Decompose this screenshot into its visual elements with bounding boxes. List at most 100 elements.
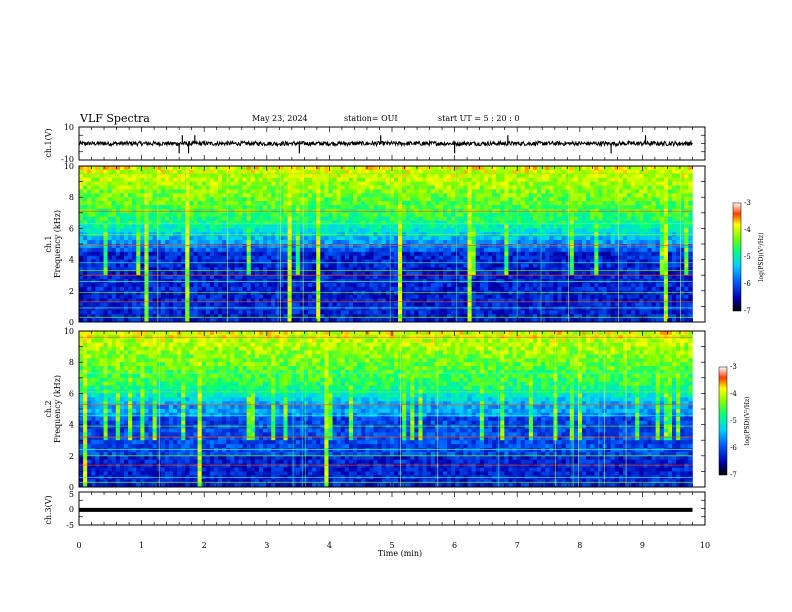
spectrogram-cell — [463, 255, 468, 260]
spectrogram-cell — [222, 173, 227, 178]
spectrogram-cell — [83, 240, 88, 245]
spectrogram-cell — [520, 212, 526, 217]
spectrogram-cell — [389, 240, 395, 245]
spectrogram-cell — [573, 236, 579, 241]
spectrogram-cell — [299, 169, 305, 175]
spectrogram-cell — [402, 302, 407, 307]
spectrogram-cell — [398, 251, 403, 256]
spectrogram-cell — [471, 275, 477, 280]
spectrogram-cell — [328, 189, 333, 194]
spectrogram-cell — [132, 286, 137, 292]
spectrogram-cell — [365, 275, 370, 280]
spectrogram-cell — [295, 267, 301, 272]
spectrogram-cell — [185, 173, 190, 178]
spectrogram-cell — [168, 228, 174, 233]
spectrogram-cell — [565, 212, 571, 217]
spectrogram-cell — [344, 318, 350, 323]
spectrogram-cell — [148, 240, 153, 245]
spectrogram-cell — [504, 247, 509, 253]
spectrogram-cell — [377, 247, 382, 253]
spectrogram-cell — [561, 177, 566, 182]
spectrogram-cell — [115, 259, 121, 264]
spectrogram-cell — [79, 298, 84, 303]
spectrogram-cell — [340, 271, 346, 276]
spectrogram-cell — [238, 220, 243, 225]
spectrogram-cell — [520, 166, 526, 171]
spectrogram-cell — [348, 240, 354, 245]
spectrogram-cell — [119, 185, 125, 190]
spectrogram-cell — [254, 283, 260, 288]
spectrogram-cell — [487, 181, 493, 186]
spectrogram-cell — [263, 267, 268, 272]
spectrogram-cell — [279, 177, 284, 182]
spectrogram-cell — [393, 290, 399, 295]
spectrogram-cell — [569, 255, 575, 260]
spectrogram-cell — [348, 298, 354, 303]
spectrogram-cell — [119, 236, 125, 241]
spectrogram-cell — [385, 201, 391, 206]
spectrogram-cell — [434, 251, 440, 256]
spectrogram-cell — [177, 267, 182, 272]
spectrogram-cell — [267, 263, 272, 268]
spectrogram-cell — [398, 244, 403, 249]
spectrogram-cell — [222, 166, 227, 171]
spectrogram-cell — [357, 169, 362, 175]
spectrogram-cell — [148, 201, 153, 206]
spectrogram-cell — [455, 166, 460, 171]
spectrogram-cell — [271, 263, 276, 268]
spectrogram-cell — [91, 247, 96, 253]
spectrogram-cell — [393, 181, 399, 186]
spectrogram-cell — [173, 271, 178, 276]
spectrogram-cell — [160, 255, 166, 260]
spectrogram-cell — [168, 259, 174, 264]
spectrogram-cell — [115, 267, 121, 272]
spectrogram-cell — [344, 271, 350, 276]
spectrogram-cell — [353, 173, 358, 178]
spectrogram-cell — [275, 306, 280, 311]
spectrogram-cell — [246, 177, 252, 182]
spectrogram-cell — [426, 286, 432, 292]
spectrogram-cell — [213, 275, 219, 280]
spectrogram-cell — [312, 177, 317, 182]
spectrogram-cell — [299, 201, 305, 206]
spectrogram-cell — [553, 290, 558, 295]
spectrogram-cell — [553, 228, 558, 233]
spectrogram-cell — [250, 193, 256, 198]
spectrogram-cell — [430, 216, 436, 221]
spectrogram-cell — [308, 205, 313, 210]
spectrogram-cell — [111, 251, 117, 256]
spectrogram-cell — [373, 173, 378, 178]
spectrogram-cell — [238, 263, 243, 268]
spectrogram-cell — [373, 263, 378, 268]
ch1-waveform-panel: 10 -10 ch.1(V) — [44, 123, 706, 164]
spectrogram-cell — [479, 201, 485, 206]
spectrogram-cell — [365, 228, 370, 233]
spectrogram-cell — [557, 166, 562, 171]
spectrogram-cell — [459, 267, 464, 272]
spectrogram-cell — [107, 286, 113, 292]
spectrogram-cell — [353, 228, 358, 233]
spectrogram-cell — [348, 197, 354, 202]
spectrogram-cell — [197, 166, 202, 171]
spectrogram-cell — [496, 220, 501, 225]
spectrogram-cell — [312, 275, 317, 280]
spectrogram-cell — [553, 275, 558, 280]
spectrogram-cell — [438, 197, 444, 202]
spectrogram-cell — [357, 216, 362, 221]
spectrogram-cell — [528, 298, 534, 303]
spectrogram-cell — [103, 189, 108, 194]
spectrogram-cell — [164, 298, 170, 303]
spectrogram-cell — [422, 212, 427, 217]
spectrogram-cell — [565, 244, 571, 249]
spectrogram-cell — [393, 283, 399, 288]
spectrogram-cell — [467, 271, 472, 276]
spectrogram-cell — [373, 212, 378, 217]
spectrogram-cell — [209, 294, 215, 299]
spectrogram-cell — [197, 247, 202, 253]
spectrogram-cell — [209, 310, 215, 315]
spectrogram-cell — [348, 173, 354, 178]
spectrogram-cell — [177, 212, 182, 217]
spectrogram-cell — [107, 310, 113, 315]
spectrogram-cell — [267, 318, 272, 323]
spectrogram-cell — [418, 166, 423, 171]
